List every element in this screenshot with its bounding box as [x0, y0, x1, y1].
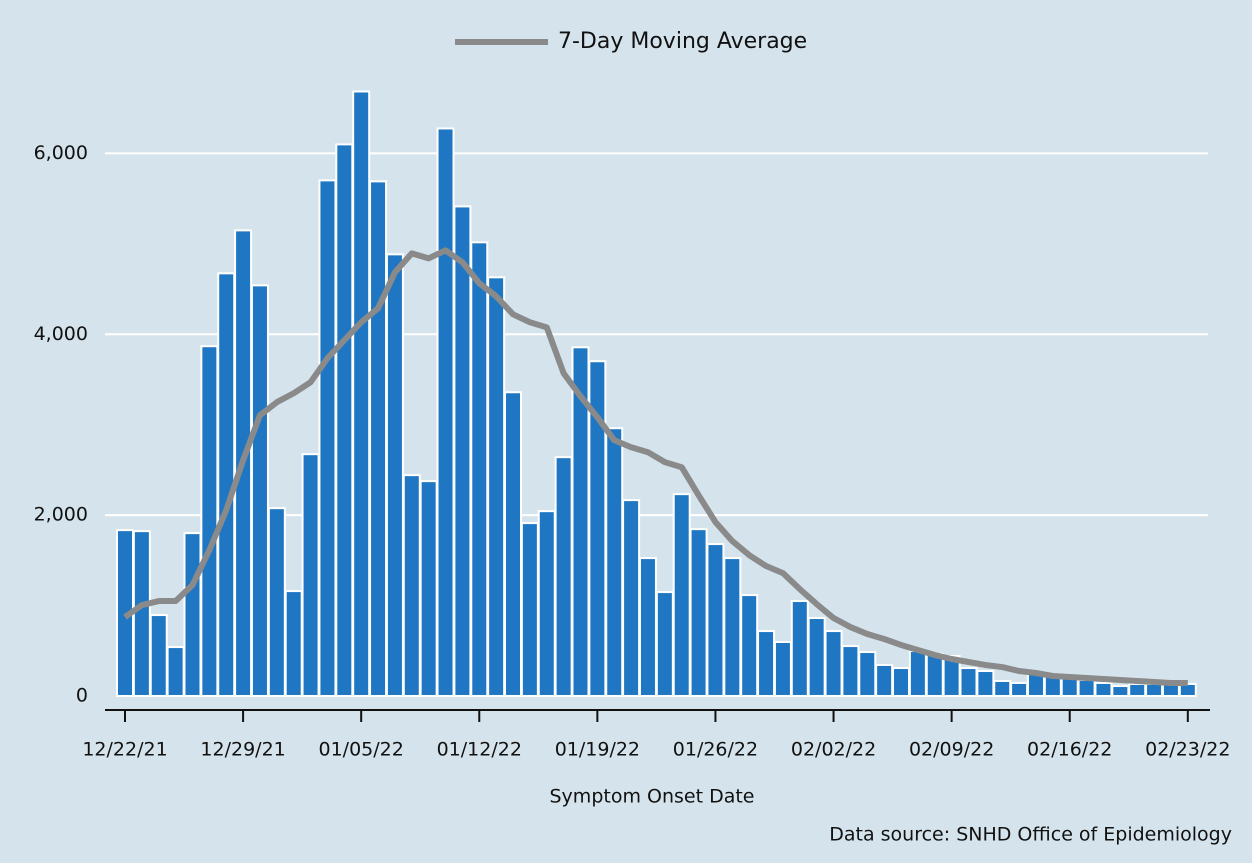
x-tick-label: 12/22/21 — [82, 739, 167, 761]
bar — [149, 614, 168, 697]
bar — [1145, 682, 1164, 697]
bar — [369, 180, 388, 697]
bar — [773, 640, 792, 697]
bar — [200, 345, 219, 697]
x-tick-label: 02/09/22 — [909, 739, 994, 761]
bar — [1128, 682, 1147, 697]
bar — [841, 645, 860, 697]
bar — [908, 650, 927, 697]
x-tick-label: 02/16/22 — [1027, 739, 1112, 761]
bar — [824, 630, 843, 697]
x-tick-label: 02/02/22 — [791, 739, 876, 761]
bar — [335, 143, 354, 697]
x-tick-label: 01/19/22 — [555, 739, 640, 761]
bar — [976, 670, 995, 697]
bar — [301, 453, 320, 697]
bar — [453, 205, 472, 697]
bar — [487, 276, 506, 697]
x-tick-label: 01/05/22 — [319, 739, 404, 761]
bar — [1060, 676, 1079, 697]
x-tick-label: 12/29/21 — [200, 739, 285, 761]
bar — [740, 594, 759, 697]
y-tick-label: 2,000 — [34, 504, 88, 526]
bar — [757, 630, 776, 697]
bar — [706, 543, 725, 697]
bar — [1077, 678, 1096, 697]
bar — [655, 591, 674, 697]
bar — [638, 557, 657, 697]
legend-label: 7-Day Moving Average — [558, 29, 807, 54]
bar — [993, 679, 1012, 697]
y-tick-label: 6,000 — [34, 142, 88, 164]
bar — [504, 391, 523, 697]
bar — [1111, 685, 1130, 697]
bar — [689, 528, 708, 697]
bar — [723, 557, 742, 697]
bar — [622, 499, 641, 697]
bar — [470, 241, 489, 697]
bar — [537, 510, 556, 697]
bar — [790, 600, 809, 697]
bar — [605, 427, 624, 697]
bar — [1094, 681, 1113, 697]
bar — [284, 590, 303, 697]
source-note: Data source: SNHD Office of Epidemiology — [829, 824, 1232, 846]
bar — [554, 456, 573, 697]
bar — [959, 667, 978, 697]
bar — [807, 617, 826, 697]
y-tick-label: 0 — [76, 684, 88, 706]
bar — [419, 480, 438, 697]
y-tick-label: 4,000 — [34, 323, 88, 345]
bar — [267, 507, 286, 697]
moving-average-line — [123, 247, 1188, 686]
bar — [858, 651, 877, 697]
bar — [520, 522, 539, 697]
bar — [892, 667, 911, 697]
bar — [925, 653, 944, 697]
bar — [352, 90, 371, 697]
bar — [385, 253, 404, 697]
x-tick-label: 01/12/22 — [437, 739, 522, 761]
x-tick-label: 02/23/22 — [1145, 739, 1230, 761]
x-tick-label: 01/26/22 — [673, 739, 758, 761]
bar — [672, 493, 691, 697]
bar — [1010, 681, 1029, 697]
bar — [132, 530, 151, 697]
bar — [166, 646, 185, 697]
bar — [318, 179, 337, 697]
bar — [250, 284, 269, 697]
x-axis-title: Symptom Onset Date — [550, 786, 755, 808]
bar — [436, 127, 455, 697]
bar — [402, 474, 421, 697]
bar — [875, 663, 894, 697]
bar — [183, 532, 202, 697]
